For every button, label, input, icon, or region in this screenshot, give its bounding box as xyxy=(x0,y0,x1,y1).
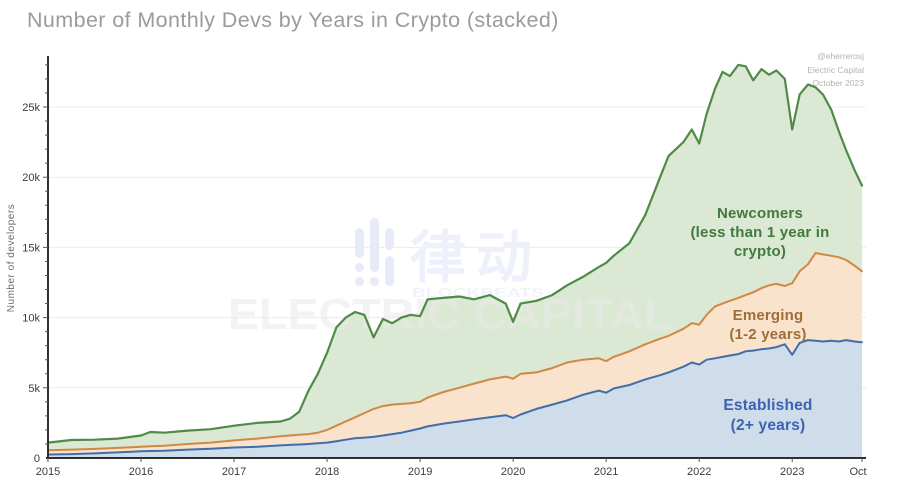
chart-title: Number of Monthly Devs by Years in Crypt… xyxy=(27,8,559,32)
area-established xyxy=(48,340,862,458)
stacked-areas xyxy=(48,64,862,458)
x-tick-label: Oct xyxy=(849,466,866,478)
established-annotation-line1: Established xyxy=(723,397,813,414)
newcomers-annotation-line2: (less than 1 year in crypto) xyxy=(690,224,830,261)
x-tick-label: 2018 xyxy=(315,466,339,478)
y-tick-label: 0 xyxy=(34,453,40,465)
tick-labels: 0 5k 10k 15k 20k 25k 2015 2016 2017 2018 2019 2020 2… xyxy=(22,102,866,478)
x-tick-label: 2023 xyxy=(780,466,804,478)
established-annotation: Established (2+ years) xyxy=(723,396,812,436)
established-annotation-line2: (2+ years) xyxy=(730,416,806,434)
blockbeats-cn-watermark: 律动 xyxy=(410,226,542,289)
emerging-annotation-line2: (1-2 years) xyxy=(729,326,807,344)
y-tick-label: 5k xyxy=(28,383,40,395)
x-tick-label: 2020 xyxy=(501,466,525,478)
x-tick-label: 2022 xyxy=(687,466,711,478)
y-tick-label: 15k xyxy=(22,242,40,254)
credit-date: October 2023 xyxy=(812,78,864,89)
x-tick-label: 2017 xyxy=(222,466,246,478)
newcomers-annotation-line1: Newcomers xyxy=(716,205,803,222)
emerging-annotation: Emerging (1-2 years) xyxy=(729,306,806,344)
line-established xyxy=(47,339,863,456)
credit-org: Electric Capital xyxy=(807,64,864,75)
area-emerging xyxy=(48,253,862,455)
area-newcomers xyxy=(48,64,862,451)
x-tick-label: 2019 xyxy=(408,466,432,478)
newcomers-annotation: Newcomers (less than 1 year in crypto) xyxy=(690,204,830,262)
line-newcomers xyxy=(46,63,864,444)
y-axis-title: Number of developers xyxy=(6,204,17,312)
y-tick-label: 10k xyxy=(22,313,40,325)
x-tick-label: 2016 xyxy=(129,466,153,478)
blockbeats-en-watermark: BLOCKBEATS xyxy=(412,285,544,300)
x-tick-label: 2021 xyxy=(594,466,618,478)
x-tick-label: 2015 xyxy=(36,466,60,478)
series-lines xyxy=(46,63,864,456)
credit-handle: @eherrerosj xyxy=(817,51,864,61)
emerging-annotation-line1: Emerging xyxy=(732,307,804,324)
blockbeats-logo-icon xyxy=(355,218,394,286)
y-tick-label: 25k xyxy=(22,102,40,114)
credits-block: @eherrerosj Electric Capital October 202… xyxy=(807,50,864,91)
y-tick-label: 20k xyxy=(22,172,40,184)
axes xyxy=(43,56,866,462)
line-emerging xyxy=(47,252,863,452)
